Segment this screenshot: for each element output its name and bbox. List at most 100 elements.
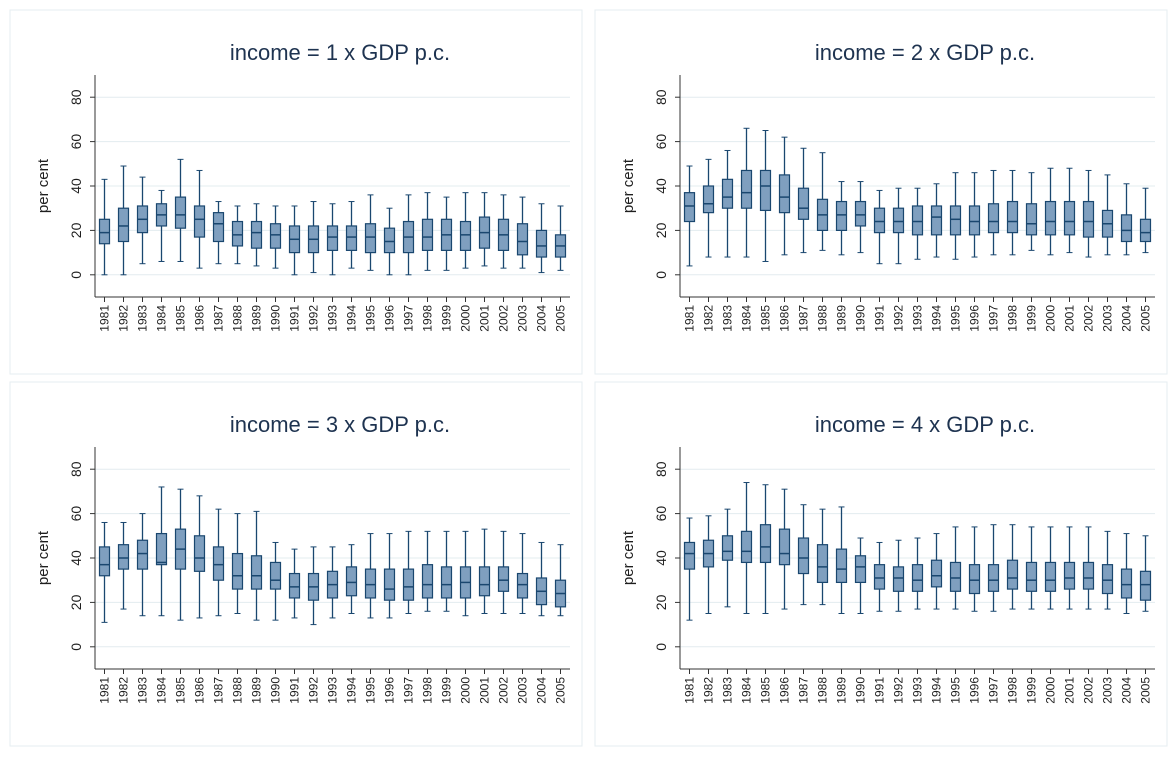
box	[721, 535, 734, 561]
x-tick-label: 1983	[136, 305, 150, 332]
box	[892, 207, 905, 234]
x-tick-label: 1992	[307, 305, 321, 332]
x-tick-label: 1990	[854, 305, 868, 332]
y-tick-label: 40	[68, 550, 84, 566]
x-tick-label: 2001	[478, 305, 492, 332]
x-tick-label: 1995	[949, 305, 963, 332]
box	[873, 207, 886, 234]
x-tick-label: 2005	[554, 305, 568, 332]
box	[835, 200, 848, 231]
box	[1082, 200, 1095, 238]
x-tick-label: 2002	[1082, 677, 1096, 704]
y-tick-label: 40	[68, 178, 84, 194]
box	[911, 564, 924, 592]
x-tick-label: 1990	[269, 677, 283, 704]
box	[383, 227, 396, 254]
x-tick-label: 1984	[155, 677, 169, 704]
box	[288, 572, 301, 599]
box	[1120, 568, 1133, 599]
x-tick-label: 1998	[421, 305, 435, 332]
box	[816, 544, 829, 584]
x-tick-label: 1995	[364, 677, 378, 704]
y-tick-label: 20	[68, 594, 84, 610]
box	[1006, 559, 1019, 590]
x-tick-label: 1993	[326, 677, 340, 704]
box	[759, 524, 772, 564]
box	[193, 205, 206, 238]
x-tick-label: 1982	[117, 677, 131, 704]
x-tick-label: 1996	[968, 677, 982, 704]
panel-title: income = 2 x GDP p.c.	[815, 40, 1035, 65]
box	[212, 546, 225, 581]
x-tick-label: 1987	[797, 677, 811, 704]
box	[683, 192, 696, 223]
x-tick-label: 1992	[307, 677, 321, 704]
x-tick-label: 1994	[345, 677, 359, 704]
x-tick-label: 1988	[231, 305, 245, 332]
x-tick-label: 2005	[1139, 677, 1153, 704]
box	[1139, 570, 1152, 601]
box	[1063, 561, 1076, 590]
box	[854, 555, 867, 584]
x-tick-label: 1986	[193, 305, 207, 332]
box	[797, 187, 810, 220]
box	[345, 225, 358, 251]
x-tick-label: 2001	[1063, 305, 1077, 332]
panel	[9, 9, 583, 375]
box	[987, 564, 1000, 592]
x-tick-label: 2000	[459, 677, 473, 704]
box	[231, 220, 244, 247]
box	[1082, 561, 1095, 590]
x-tick-label: 2000	[1044, 305, 1058, 332]
y-tick-label: 40	[653, 178, 669, 194]
panel-title: income = 4 x GDP p.c.	[815, 412, 1035, 437]
x-tick-label: 1995	[949, 677, 963, 704]
box	[702, 185, 715, 214]
x-tick-label: 1994	[930, 677, 944, 704]
y-tick-label: 20	[653, 594, 669, 610]
x-tick-label: 1994	[930, 305, 944, 332]
box	[117, 544, 130, 570]
x-tick-label: 1999	[440, 305, 454, 332]
x-tick-label: 1988	[231, 677, 245, 704]
y-tick-label: 0	[68, 643, 84, 651]
box	[535, 229, 548, 258]
x-tick-label: 1997	[402, 305, 416, 332]
x-tick-label: 2005	[554, 677, 568, 704]
x-tick-label: 1990	[854, 677, 868, 704]
box	[797, 537, 810, 575]
x-tick-label: 1988	[816, 677, 830, 704]
y-axis-title: per cent	[35, 158, 52, 213]
box	[911, 205, 924, 236]
box	[1101, 564, 1114, 595]
box	[345, 566, 358, 597]
box	[98, 218, 111, 245]
x-tick-label: 1981	[98, 677, 112, 704]
box	[1044, 200, 1057, 236]
x-tick-label: 1981	[683, 677, 697, 704]
box	[250, 220, 263, 249]
x-tick-label: 1995	[364, 305, 378, 332]
y-tick-label: 0	[653, 271, 669, 279]
box	[98, 546, 111, 577]
x-tick-label: 2004	[1120, 677, 1134, 704]
box	[873, 564, 886, 590]
y-tick-label: 60	[68, 134, 84, 150]
x-tick-label: 1998	[1006, 677, 1020, 704]
x-tick-label: 1984	[740, 677, 754, 704]
box	[212, 212, 225, 243]
x-tick-label: 1985	[174, 677, 188, 704]
box	[968, 205, 981, 236]
box	[930, 559, 943, 588]
box	[497, 566, 510, 592]
box	[193, 535, 206, 572]
x-tick-label: 1984	[155, 305, 169, 332]
x-tick-label: 1989	[250, 677, 264, 704]
x-tick-label: 2002	[497, 305, 511, 332]
x-tick-label: 1985	[759, 305, 773, 332]
box	[778, 174, 791, 214]
x-tick-label: 1983	[721, 677, 735, 704]
box	[1063, 200, 1076, 236]
box	[383, 568, 396, 601]
y-tick-label: 40	[653, 550, 669, 566]
